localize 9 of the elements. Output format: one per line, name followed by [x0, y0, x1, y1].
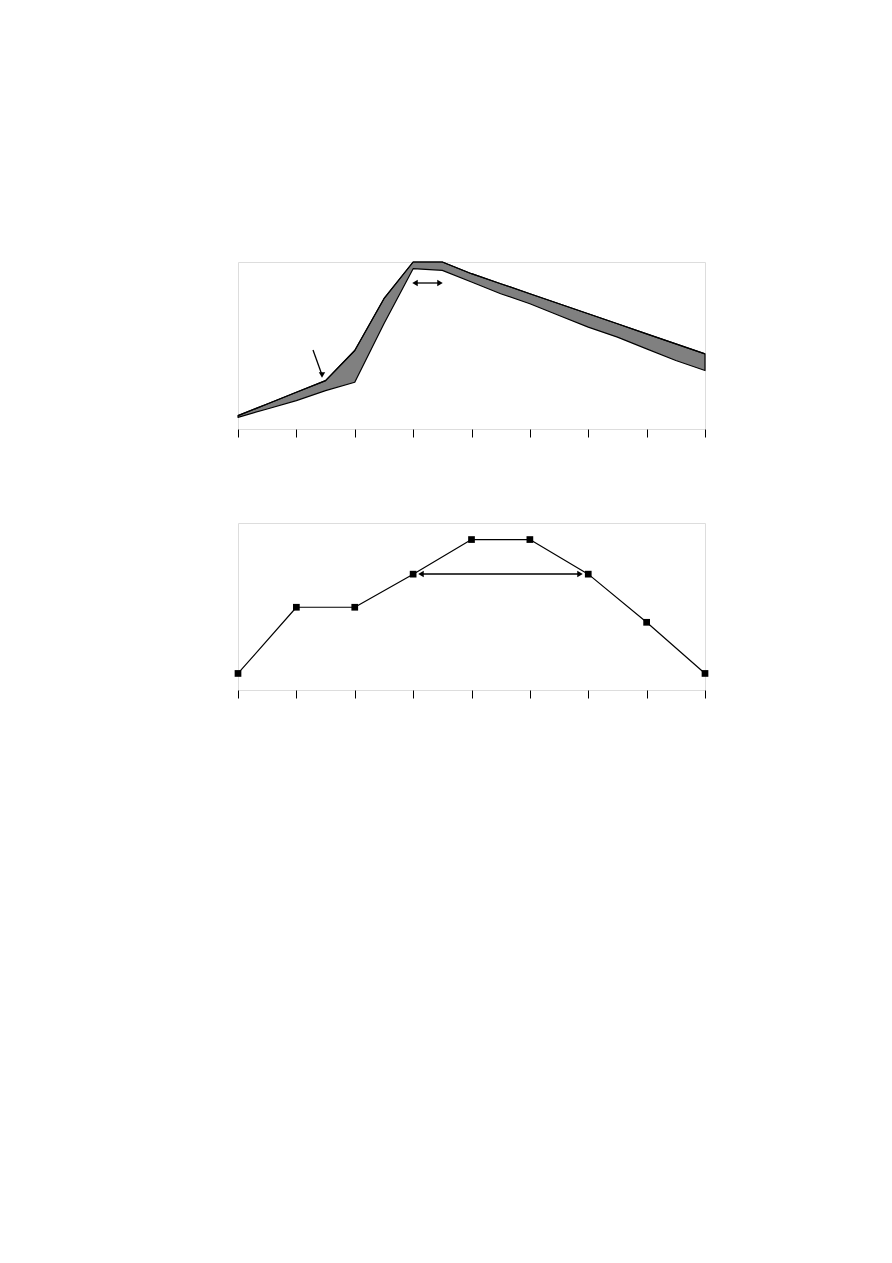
point	[584, 570, 592, 578]
point	[701, 670, 709, 677]
point	[234, 670, 242, 677]
point	[351, 603, 359, 611]
point	[409, 570, 417, 578]
point	[643, 618, 650, 626]
point	[526, 536, 534, 543]
point	[293, 603, 300, 611]
point	[468, 536, 475, 543]
